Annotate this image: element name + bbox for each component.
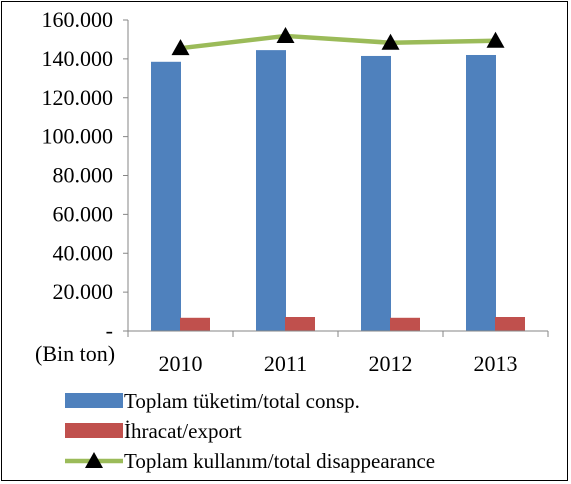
bar-export [495, 317, 525, 331]
marker-total-disappearance [276, 26, 295, 43]
legend-label: Toplam kullanım/total disappearance [124, 449, 435, 473]
x-tick-label: 2011 [264, 351, 307, 376]
bar-total-consumption [151, 61, 181, 332]
bar-total-consumption [466, 54, 496, 332]
x-tick-label: 2013 [474, 351, 518, 376]
legend-label: Toplam tüketim/total consp. [124, 389, 360, 413]
y-tick-label: - [106, 318, 113, 343]
y-tick-label: 20.000 [53, 279, 114, 304]
line-total-disappearance [180, 33, 496, 51]
y-tick-label: 60.000 [53, 201, 114, 226]
y-tick-label: 80.000 [53, 163, 114, 188]
legend-label: İhracat/export [124, 419, 242, 443]
legend-swatch [65, 393, 123, 408]
y-tick-label: 140.000 [42, 46, 114, 71]
bar-total-consumption [256, 50, 286, 332]
bar-total-consumption [361, 55, 391, 331]
bar-export [390, 317, 420, 331]
y-tick-label: 160.000 [42, 7, 114, 32]
bar-export [180, 317, 210, 331]
bar-export [285, 317, 315, 331]
legend-swatch [65, 423, 123, 438]
y-tick-label: 100.000 [42, 124, 114, 149]
x-tick-label: 2012 [369, 351, 413, 376]
plot-area [151, 26, 525, 332]
legend-marker [85, 452, 103, 468]
x-axis: 2010 2011 2012 2013 [127, 330, 549, 376]
marker-total-disappearance [486, 31, 505, 48]
marker-total-disappearance [171, 39, 190, 56]
y-axis: - 20.000 40.000 60.000 80.000 100.000 120.000 1… [35, 7, 129, 366]
unit-label: (Bin ton) [35, 341, 115, 366]
marker-total-disappearance [381, 33, 400, 50]
y-tick-label: 40.000 [53, 240, 114, 265]
y-tick-label: 120.000 [42, 85, 114, 110]
legend: Toplam tüketim/total consp. İhracat/expor… [65, 389, 435, 473]
x-tick-label: 2010 [159, 351, 203, 376]
